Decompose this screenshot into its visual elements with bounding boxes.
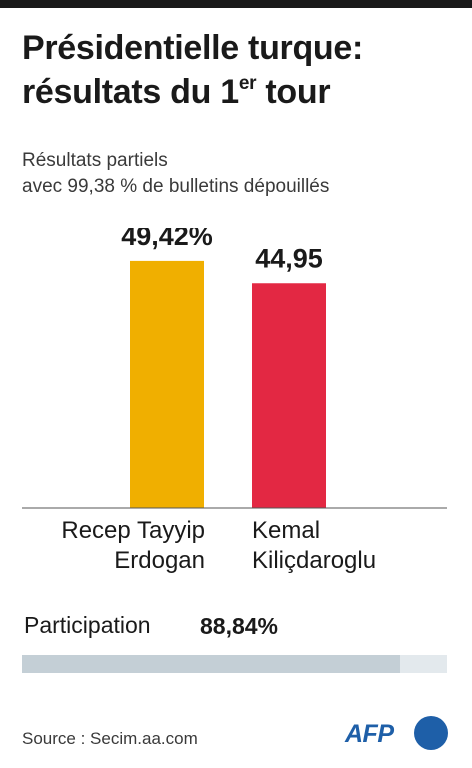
title-superscript: er xyxy=(238,72,257,94)
category-label-1-line-2: Erdogan xyxy=(114,547,205,574)
subtitle-line-1: Résultats partiels xyxy=(22,150,168,171)
bar-value-label-1: 49,42% xyxy=(121,228,213,251)
bar-value-label-2: 44,95 xyxy=(255,243,323,273)
title-line-1: Présidentielle turque: xyxy=(22,29,364,67)
title-line-2-post: tour xyxy=(256,73,331,111)
bar-2 xyxy=(252,283,326,508)
chart-subtitle: Résultats partiels avec 99,38 % de bulle… xyxy=(22,148,462,200)
subtitle-line-2: avec 99,38 % de bulletins dépouillés xyxy=(22,176,330,197)
title-line-2: résultats du 1er tour xyxy=(22,70,462,114)
bar-1 xyxy=(130,260,204,508)
bar-chart: 49,42% 44,95 Recep Tayyip Erdogan Kemal Kiliç… xyxy=(22,228,447,574)
participation-label: Participation xyxy=(24,612,151,638)
top-rule xyxy=(0,0,472,8)
category-label-2-line-2: Kiliçdaroglu xyxy=(252,547,376,574)
chart-title: Présidentielle turque: résultats du 1er … xyxy=(22,26,462,114)
category-label-1-line-1: Recep Tayyip xyxy=(61,517,205,544)
participation-bar-fill xyxy=(22,655,400,673)
source-text: Source : Secim.aa.com xyxy=(22,729,198,748)
category-label-2-line-1: Kemal xyxy=(252,517,320,544)
participation-value: 88,84% xyxy=(200,613,279,639)
afp-logo-dot-icon xyxy=(414,716,448,750)
title-line-2-pre: résultats du 1 xyxy=(22,73,239,111)
afp-logo-text: AFP xyxy=(345,720,394,748)
participation-bar-track xyxy=(22,655,447,673)
